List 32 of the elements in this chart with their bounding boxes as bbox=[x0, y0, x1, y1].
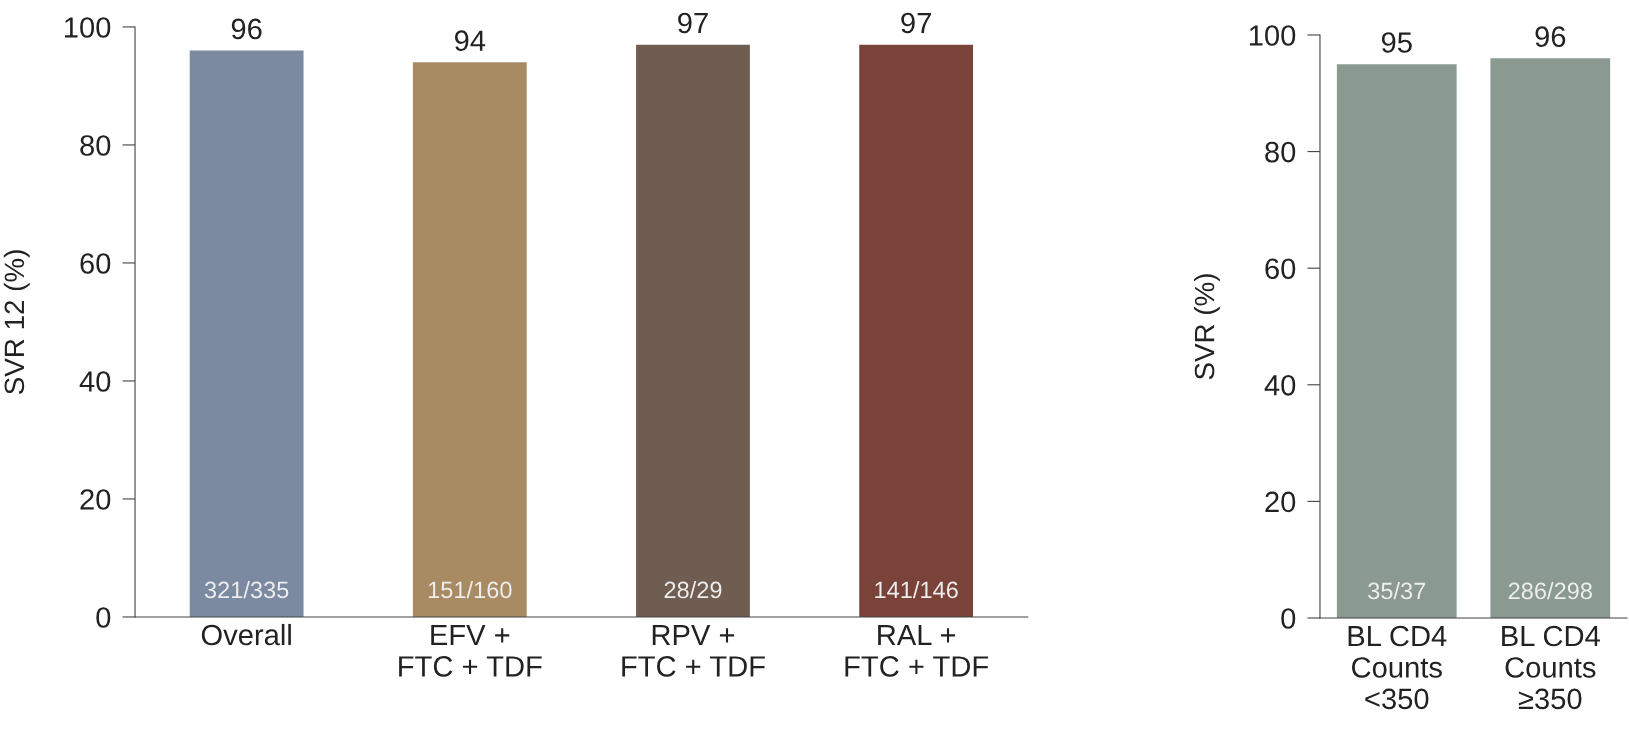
data-label: 96 bbox=[231, 18, 262, 40]
annotation: 141/146 bbox=[875, 580, 958, 599]
y-tick-label: 80 bbox=[80, 135, 111, 156]
y-tick-label: 20 bbox=[1265, 491, 1296, 513]
x-tick-label: EFV + FTC + TDF bbox=[399, 624, 542, 677]
y-tick-label: 20 bbox=[80, 489, 111, 510]
y-tick-label: 0 bbox=[96, 607, 111, 628]
annotation: 321/335 bbox=[204, 580, 289, 599]
y-tick-label: 100 bbox=[1249, 25, 1296, 46]
y-tick-label: 40 bbox=[79, 371, 111, 392]
annotation: 28/29 bbox=[664, 580, 722, 599]
annotation: 35/37 bbox=[1368, 582, 1426, 600]
data-label: 94 bbox=[454, 30, 486, 52]
y-axis-title: SVR 12 (%) bbox=[3, 250, 30, 395]
y-tick-label: 0 bbox=[1281, 608, 1296, 629]
data-label: 95 bbox=[1381, 32, 1412, 53]
y-tick-label: 40 bbox=[1264, 374, 1296, 396]
x-tick-label: RPV + FTC + TDF bbox=[622, 624, 765, 677]
annotation: 286/298 bbox=[1508, 582, 1592, 600]
y-tick-label: 60 bbox=[1265, 258, 1296, 280]
data-label: 97 bbox=[678, 12, 708, 34]
y-tick-label: 100 bbox=[65, 17, 111, 38]
data-label: 96 bbox=[1535, 26, 1566, 47]
y-tick-label: 80 bbox=[1265, 141, 1296, 163]
x-tick-label: RAL + FTC + TDF bbox=[845, 624, 989, 677]
y-axis-title: SVR (%) bbox=[1193, 274, 1220, 380]
data-label: 97 bbox=[901, 12, 931, 34]
x-tick-label: BL CD4 Counts <350 bbox=[1348, 625, 1447, 710]
x-tick-label: Overall bbox=[201, 623, 291, 646]
y-tick-label: 60 bbox=[80, 253, 111, 274]
x-tick-label: BL CD4 Counts ≥350 bbox=[1502, 625, 1600, 710]
annotation: 151/160 bbox=[428, 580, 512, 599]
